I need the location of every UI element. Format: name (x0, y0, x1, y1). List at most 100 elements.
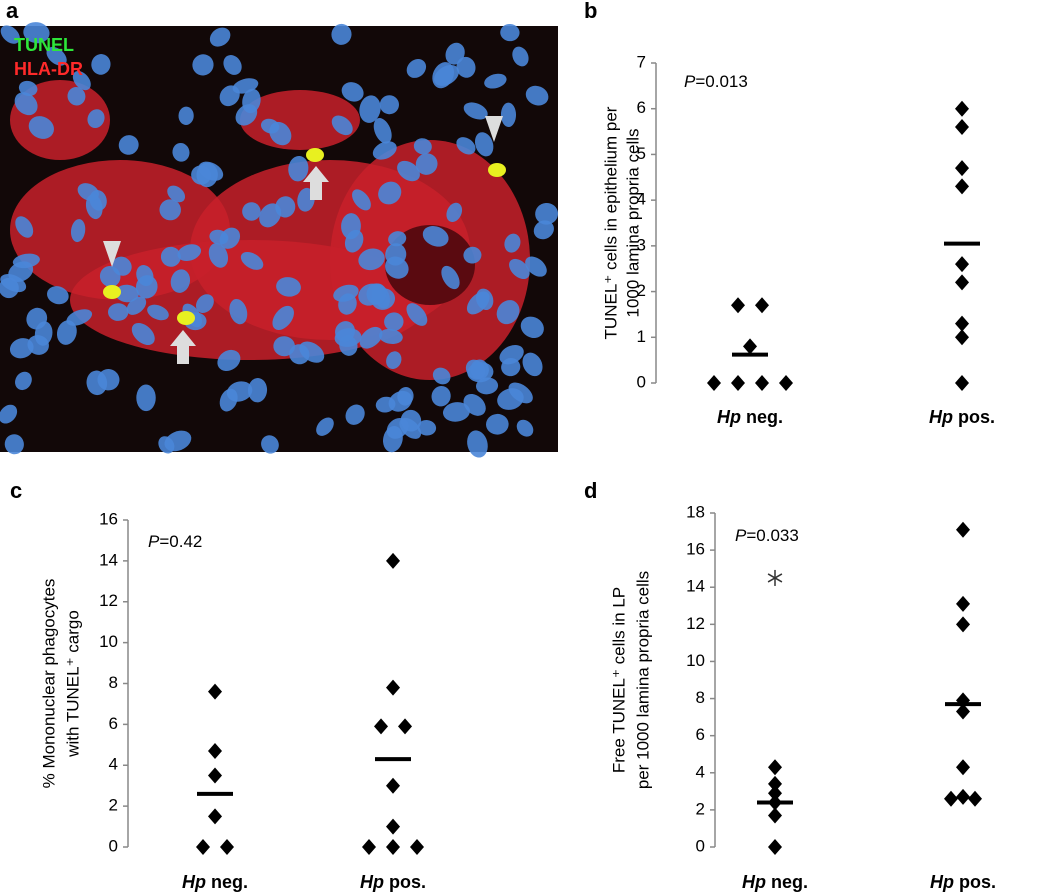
nucleus (373, 118, 392, 144)
nucleus (172, 142, 190, 162)
nucleus (476, 377, 499, 395)
nucleus (422, 226, 449, 247)
nucleus (91, 54, 111, 75)
data-point (944, 790, 958, 807)
nucleus (379, 95, 399, 115)
nucleus (388, 231, 407, 247)
data-point (755, 297, 769, 314)
x-tick-label: Hp pos. (929, 407, 995, 427)
nucleus (397, 160, 420, 182)
nucleus (533, 220, 554, 240)
nucleus (467, 430, 488, 458)
outlier-stroke (767, 573, 783, 583)
arrowhead (485, 116, 503, 142)
nucleus (525, 85, 549, 106)
nucleus (372, 141, 397, 160)
nucleus (273, 336, 295, 357)
data-point (707, 375, 721, 391)
y-tick-label: 14 (686, 577, 705, 596)
nucleus (400, 409, 422, 432)
nucleus (341, 82, 364, 102)
data-point (208, 742, 222, 759)
nucleus (235, 104, 258, 126)
data-point (955, 315, 969, 332)
nucleus (192, 54, 214, 76)
nucleus (525, 256, 547, 277)
data-point (208, 767, 222, 784)
y-tick-label: 12 (686, 614, 705, 633)
nucleus (272, 305, 294, 330)
data-point (410, 839, 424, 855)
nucleus (406, 303, 428, 326)
y-tick-label: 4 (637, 190, 646, 209)
nucleus (131, 322, 155, 346)
y-tick-label: 0 (109, 836, 118, 855)
y-tick-label: 14 (99, 550, 118, 569)
nucleus (331, 115, 353, 136)
panel-letter: d (584, 478, 597, 503)
data-point (956, 788, 970, 805)
nucleus (12, 253, 40, 269)
nucleus (178, 106, 194, 125)
y-tick-label: 16 (99, 509, 118, 528)
nucleus (4, 434, 24, 455)
nucleus (135, 275, 158, 299)
nucleus (288, 155, 309, 182)
y-tick-label: 4 (109, 755, 118, 774)
nucleus (442, 402, 470, 422)
nucleus (500, 102, 517, 128)
data-point (768, 839, 782, 855)
nucleus (167, 185, 186, 203)
y-tick-label: 1 (637, 327, 646, 346)
nucleus (522, 352, 543, 377)
y-tick-label: 6 (109, 714, 118, 733)
nucleus (359, 95, 381, 123)
nucleus (484, 73, 507, 89)
nucleus (0, 25, 20, 44)
y-tick-label: 2 (696, 799, 705, 818)
data-point (755, 375, 769, 391)
y-axis-label: % Mononuclear phagocytes (39, 579, 58, 789)
nucleus (87, 109, 105, 129)
nucleus (441, 265, 460, 290)
nucleus (67, 87, 86, 106)
tunel-cell (103, 285, 121, 299)
y-axis-label: TUNEL⁺ cells in epithelium per (601, 106, 620, 339)
annotation: P=0.013 (684, 72, 748, 91)
data-point (968, 790, 982, 807)
y-tick-label: 8 (109, 673, 118, 692)
data-point (955, 274, 969, 291)
nucleus (261, 435, 279, 454)
data-point (955, 100, 969, 117)
data-point (779, 375, 793, 391)
y-axis-label: 1000 lamina propria cells (623, 129, 642, 318)
nucleus (0, 404, 18, 424)
nucleus (445, 42, 465, 65)
nucleus (208, 243, 229, 268)
nucleus (158, 436, 175, 454)
nucleus (499, 344, 524, 365)
data-point (386, 552, 400, 569)
nucleus (242, 202, 261, 221)
data-point (955, 119, 969, 135)
nucleus (504, 233, 521, 253)
data-point (208, 683, 222, 700)
y-axis-label: with TUNEL⁺ cargo (63, 610, 82, 758)
nucleus (15, 216, 34, 238)
nucleus (434, 64, 460, 86)
nucleus (385, 256, 409, 279)
data-point (386, 777, 400, 794)
data-point (956, 759, 970, 776)
nucleus (413, 138, 432, 155)
legend-tunel: TUNEL (14, 35, 74, 55)
nucleus (97, 369, 120, 391)
nucleus (496, 300, 520, 325)
annotation: P=0.033 (735, 526, 799, 545)
nucleus (486, 413, 509, 435)
data-point (956, 616, 970, 633)
tunel-cell (306, 148, 324, 162)
nucleus (384, 312, 404, 331)
nucleus (431, 385, 451, 407)
tunel-cell (488, 163, 506, 177)
